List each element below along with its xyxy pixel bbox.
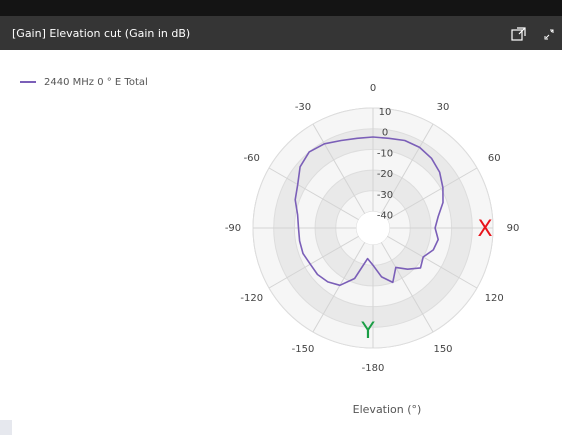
angular-grid-line [268,235,359,289]
radial-tick-label: 0 [382,128,388,139]
radial-tick-label: -40 [377,210,393,221]
angular-grid-line [268,167,359,221]
angular-grid-line [387,167,478,221]
angle-tick-label: 0 [370,83,376,94]
angular-grid-line [380,123,434,214]
axis-label: Elevation (°) [353,403,422,416]
angular-grid-line [380,242,434,333]
angle-tick-label: 120 [485,293,504,304]
popout-icon[interactable] [511,27,526,41]
gain-curve [294,136,444,287]
legend: 2440 MHz 0 ° E Total [20,77,148,88]
top-strip [0,0,562,16]
polar-center [356,211,390,245]
panel-title: [Gain] Elevation cut (Gain in dB) [12,27,190,40]
angle-tick-label: -90 [225,223,241,234]
angle-tick-label: 150 [433,344,452,355]
radial-tick-label: -30 [377,190,393,201]
radial-tick-label: -10 [377,148,393,159]
angular-grid-line [387,235,478,289]
corner-tab [0,420,12,435]
angle-tick-label: -150 [292,344,315,355]
angle-tick-label: -120 [240,293,263,304]
angle-tick-label: 30 [437,102,450,113]
expand-icon[interactable] [544,29,554,40]
radial-tick-label: -20 [377,169,393,180]
panel-header [0,16,562,50]
angle-tick-label: 60 [488,153,501,164]
angle-tick-label: -60 [244,153,260,164]
legend-label: 2440 MHz 0 ° E Total [44,77,148,88]
angle-tick-label: -180 [362,363,385,374]
angle-tick-label: 90 [507,223,520,234]
angle-tick-label: -30 [295,102,311,113]
angular-grid-line [312,242,366,333]
axis-annotation: X [477,217,492,242]
radial-tick-label: 10 [379,107,392,118]
axis-annotation: Y [360,319,375,344]
angular-grid-line [312,123,366,214]
